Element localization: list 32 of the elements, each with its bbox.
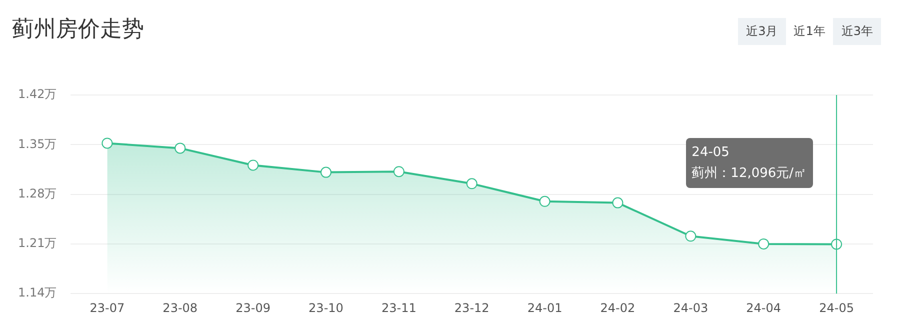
y-tick-label: 1.42万 [18,87,57,102]
annotation: 24-05 [692,144,730,162]
x-tick-label: 24-02 [600,300,636,315]
point [539,196,550,207]
x-tick-label: 24-04 [746,300,782,315]
point [248,160,259,171]
x-tick-label: 23-10 [308,300,344,315]
point [393,166,404,178]
text: 近1年 [786,18,834,45]
point [612,197,624,208]
x-tick-label: 23-11 [381,300,416,315]
point [685,230,696,242]
x-tick-label: 24-05 [819,300,854,315]
x-tick-label: 23-08 [162,300,198,315]
x-tick-label: 23-12 [454,300,490,315]
point [320,166,332,178]
point [174,142,186,154]
x-tick-label: 23-07 [90,300,125,315]
text: 近3月 [738,18,786,45]
point [758,238,770,250]
point [466,178,478,190]
text: 近3年 [833,18,881,45]
annotation: 蓟州：12,096元/㎡ [692,165,807,184]
chart-title: 蓟州房价走势 [12,16,144,44]
x-tick-label: 23-09 [236,300,270,315]
x-tick-label: 24-01 [527,300,562,315]
y-tick-label: 1.21万 [18,236,57,250]
point [102,138,113,149]
y-tick-label: 1.35万 [18,136,57,151]
y-tick-label: 1.28万 [18,186,57,200]
x-tick-label: 24-03 [673,300,708,315]
y-tick-label: 1.14万 [18,286,57,300]
